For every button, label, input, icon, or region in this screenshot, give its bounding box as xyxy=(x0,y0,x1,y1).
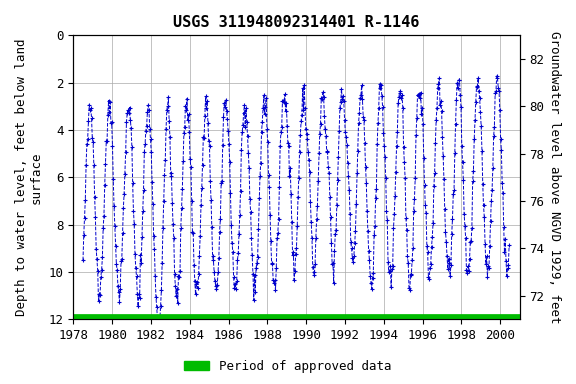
Y-axis label: Groundwater level above NGVD 1929, feet: Groundwater level above NGVD 1929, feet xyxy=(548,31,561,324)
Y-axis label: Depth to water level, feet below land
surface: Depth to water level, feet below land su… xyxy=(15,39,43,316)
Legend: Period of approved data: Period of approved data xyxy=(179,355,397,378)
Title: USGS 311948092314401 R-1146: USGS 311948092314401 R-1146 xyxy=(173,15,420,30)
